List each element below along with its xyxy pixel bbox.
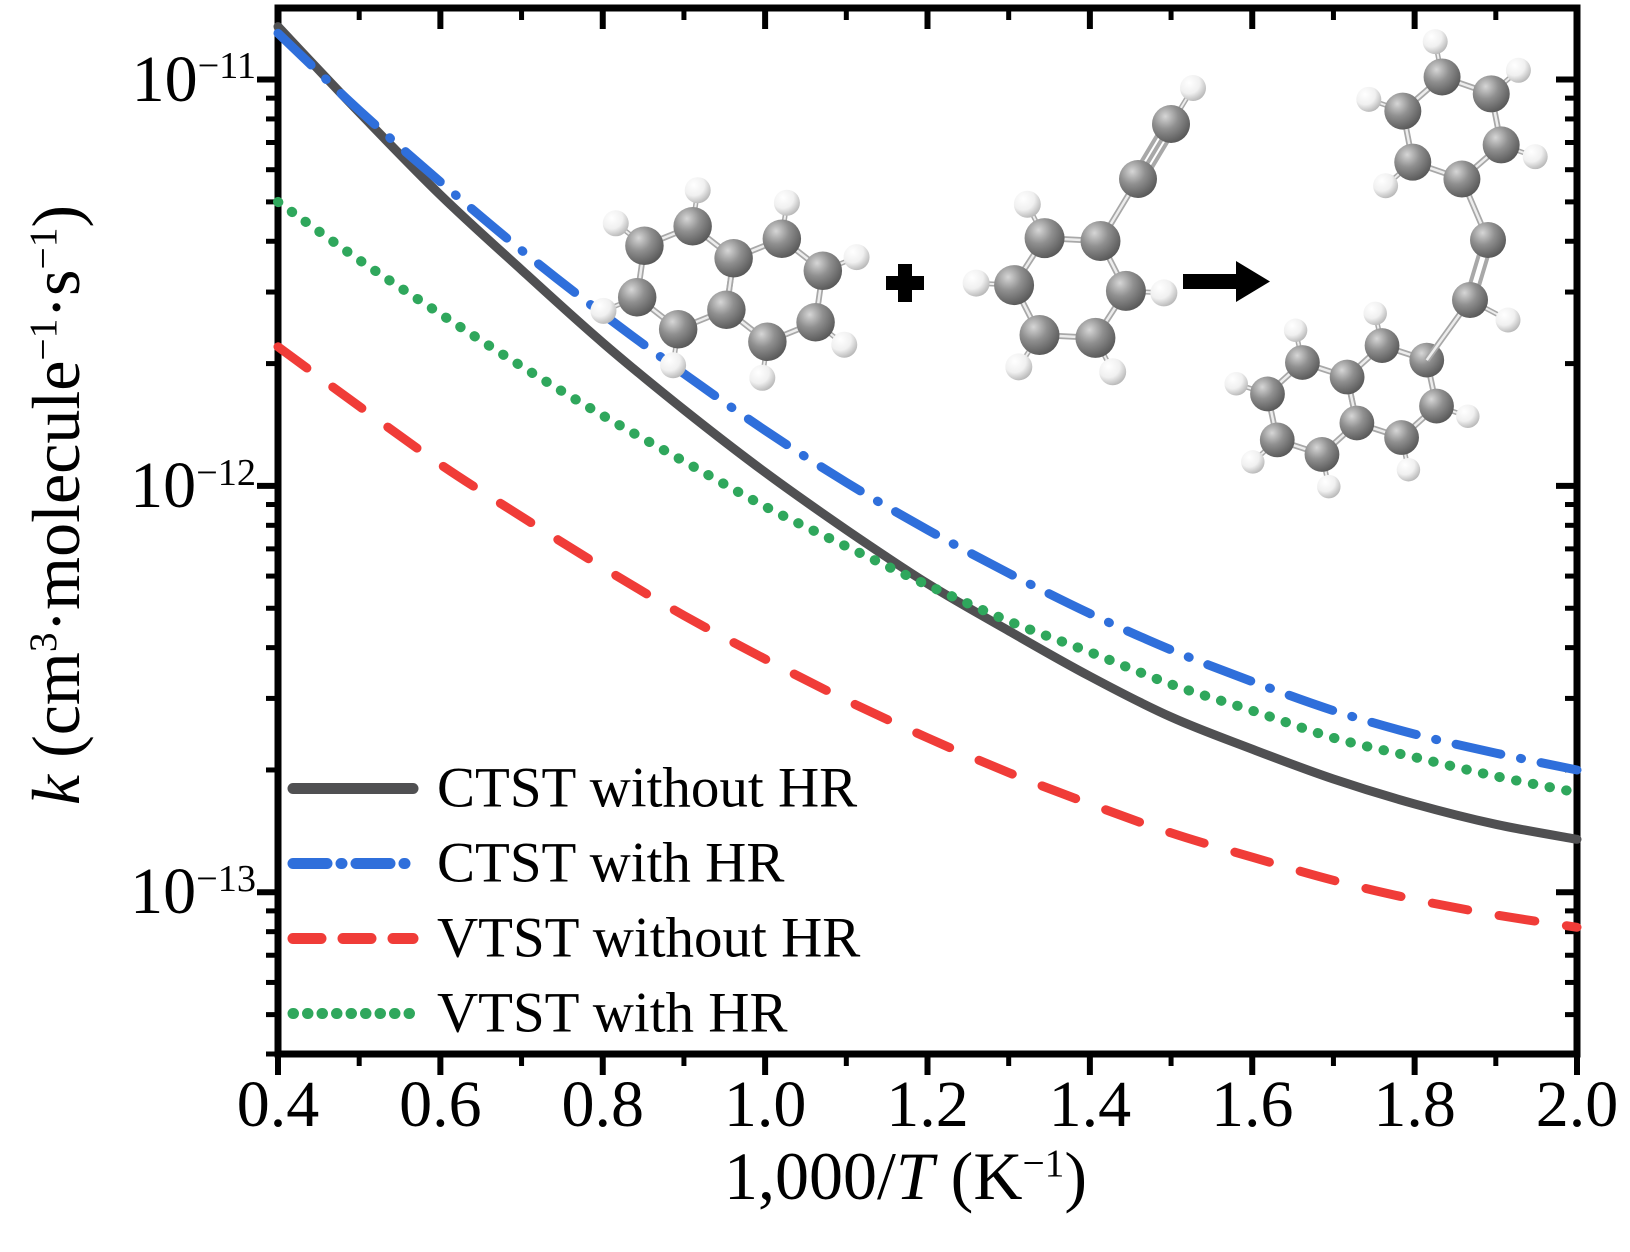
legend-sample-line [287,857,419,869]
y-tick-label: 10−11 [132,45,256,113]
legend-item-label: CTST without HR [437,756,858,820]
phenylacetylene-molecule [962,75,1206,386]
legend-item-label: CTST with HR [437,831,785,895]
x-tick-label: 0.4 [236,1068,320,1141]
plus-sign [886,264,924,302]
x-tick-label: 0.8 [561,1068,645,1141]
x-tick-label: 1.4 [1048,1068,1132,1141]
title-text: (K [933,1138,1023,1214]
superscript-text: −1 [21,227,66,270]
legend-sample-line [287,1007,419,1019]
x-tick-label: 1.6 [1211,1068,1294,1141]
legend-sample-line [287,782,419,794]
legend-sample-line [287,932,419,944]
title-text: k [18,774,94,806]
axis-ticks [257,8,1580,1075]
x-tick-label: 0.6 [399,1068,482,1141]
legend-item: VTST without HR [287,910,860,967]
legend-item-label: VTST without HR [437,906,861,970]
superscript-text: 3 [21,632,66,653]
title-text: 1,000/ [723,1138,896,1214]
reaction-arrow-icon [1183,261,1270,302]
y-tick-base: 10 [131,42,198,116]
curve-vtst-with-hr [273,196,1582,798]
y-tick-exponent: −11 [197,45,256,88]
x-tick-label: 1.8 [1373,1068,1456,1141]
curve-vtst-without-hr [273,342,1582,932]
x-tick-label: 1.0 [723,1068,807,1141]
addition-product-molecule [1224,29,1548,499]
y-tick-label: 10−13 [130,859,256,925]
curve-ctst-without-hr [273,22,1582,844]
legend-item: CTST without HR [287,760,857,817]
curves [273,22,1582,932]
y-tick-exponent: −12 [196,451,256,494]
y-tick-exponent: −13 [196,858,256,901]
superscript-text: −1 [1022,1141,1065,1186]
legend-item: CTST with HR [287,835,784,892]
title-text: ·s [18,269,94,319]
curve-ctst-with-hr [273,28,1582,775]
superscript-text: −1 [21,318,66,361]
title-text: T [895,1138,934,1214]
y-tick-label: 10−12 [130,451,256,519]
legend-item: VTST with HR [287,985,788,1042]
title-text: ·molecule [18,360,94,633]
y-tick-base: 10 [130,855,197,929]
legend-item-label: VTST with HR [437,981,788,1045]
x-axis-title: 1,000/T (K−1) [724,1142,1087,1210]
title-text: ) [18,204,94,228]
naphthalene-molecule [590,177,870,391]
x-tick-label: 1.2 [886,1068,969,1141]
y-axis-title: k (cm3·molecule−1·s−1) [18,205,94,805]
y-tick-base: 10 [130,448,197,522]
x-tick-label: 2.0 [1535,1068,1619,1141]
title-text: ) [1064,1138,1088,1214]
title-text: (cm [18,652,94,775]
